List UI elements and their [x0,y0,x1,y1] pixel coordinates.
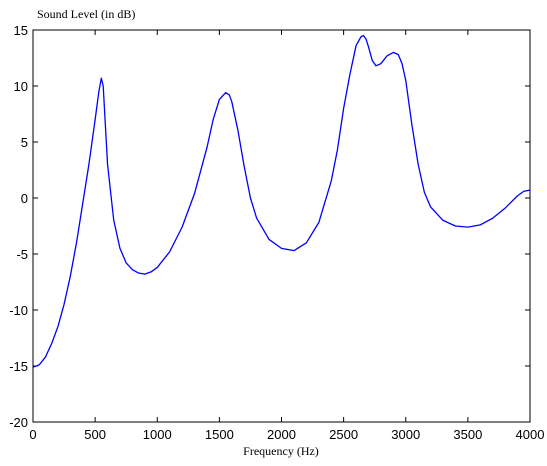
series-layer [32,34,531,368]
y-tick-label: 15 [14,23,28,38]
y-tick-label: -10 [9,303,28,318]
y-tick-label: 0 [21,191,28,206]
x-tick-label: 2000 [267,427,296,442]
x-tick-label: 2500 [329,427,358,442]
x-tick-label: 3000 [391,427,420,442]
y-tick-label: 10 [14,79,28,94]
x-tick-label: 1000 [143,427,172,442]
plot-frame [32,29,531,423]
x-axis-label: Frequency (Hz) [243,444,319,458]
y-tick-label: -20 [9,415,28,430]
series-line [32,34,531,368]
y-axis-label: Sound Level (in dB) [37,7,135,21]
y-tick-label: 5 [21,135,28,150]
x-tick-label: 4000 [516,427,545,442]
x-tick-label: 1500 [205,427,234,442]
x-tick-label: 0 [29,427,36,442]
y-tick-label: -15 [9,359,28,374]
x-tick-label: 500 [84,427,106,442]
y-tick-label: -5 [16,247,28,262]
axis-ticks: 0 500 1000 1500 2000 2500 3000 3500 4000 15 10 5 0 -5… [9,23,544,442]
x-tick-label: 3500 [453,427,482,442]
